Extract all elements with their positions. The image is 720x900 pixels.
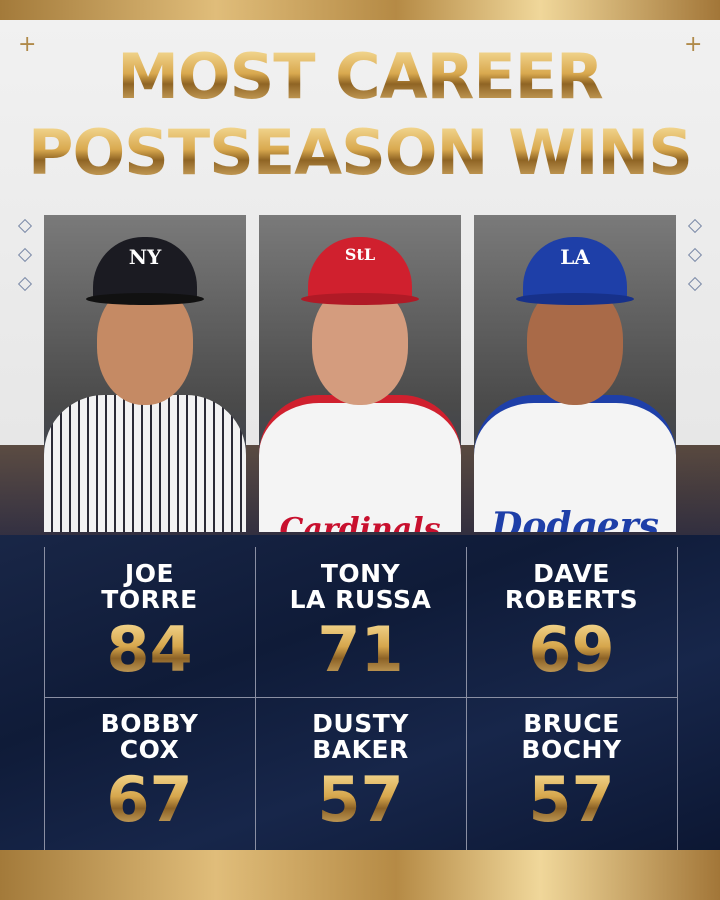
jersey-wordmark: Cardinals (279, 512, 441, 532)
photo-tony-la-russa: Cardinals StL (259, 215, 461, 532)
team-logo: LA (560, 245, 590, 269)
title-line-1: MOST CAREER (0, 42, 720, 112)
team-logo: StL (344, 245, 376, 264)
grid-divider (677, 547, 678, 850)
leader-last-name: COX (119, 735, 180, 764)
plus-ornament-left: + (18, 32, 36, 57)
face (97, 285, 193, 405)
leader-last-name: TORRE (101, 585, 198, 614)
team-logo: NY (128, 245, 162, 269)
leader-last-name: BOCHY (521, 735, 622, 764)
leader-wins: 71 (255, 615, 466, 685)
leader-cell: DUSTY BAKER 57 (255, 697, 466, 847)
cap-brim (86, 293, 204, 305)
leader-wins: 67 (44, 765, 255, 835)
leader-first-name: BRUCE (523, 709, 620, 738)
leader-first-name: DAVE (533, 559, 610, 588)
cap-brim (301, 293, 419, 305)
photo-dave-roberts: Dodgers LA (474, 215, 676, 532)
grid-divider (255, 547, 256, 850)
leader-wins: 69 (466, 615, 677, 685)
leader-cell: JOE TORRE 84 (44, 547, 255, 697)
leader-cell: BOBBY COX 67 (44, 697, 255, 847)
title-line-2: POSTSEASON WINS (0, 118, 720, 188)
leader-last-name: LA RUSSA (289, 585, 432, 614)
photo-joe-torre: NY (44, 215, 246, 532)
leader-last-name: ROBERTS (504, 585, 639, 614)
plus-ornament-right: + (684, 32, 702, 57)
leader-wins: 84 (44, 615, 255, 685)
leader-wins: 57 (255, 765, 466, 835)
jersey: Dodgers (474, 395, 676, 532)
face (527, 285, 623, 405)
jersey-wordmark: Dodgers (491, 505, 659, 532)
bottom-gold-border (0, 850, 720, 900)
leader-last-name: BAKER (312, 735, 409, 764)
grid-divider (44, 547, 45, 850)
leader-first-name: JOE (124, 559, 175, 588)
leader-first-name: BOBBY (100, 709, 199, 738)
leader-first-name: DUSTY (312, 709, 409, 738)
grid-divider (466, 547, 467, 850)
pinstripe-jersey (44, 395, 246, 532)
leader-cell: DAVE ROBERTS 69 (466, 547, 677, 697)
leader-cell: TONY LA RUSSA 71 (255, 547, 466, 697)
grid-divider (44, 697, 678, 698)
top-gold-border (0, 0, 720, 20)
face (312, 285, 408, 405)
leader-cell: BRUCE BOCHY 57 (466, 697, 677, 847)
jersey: Cardinals (259, 395, 461, 532)
leader-first-name: TONY (320, 559, 401, 588)
cap-brim (516, 293, 634, 305)
leader-wins: 57 (466, 765, 677, 835)
